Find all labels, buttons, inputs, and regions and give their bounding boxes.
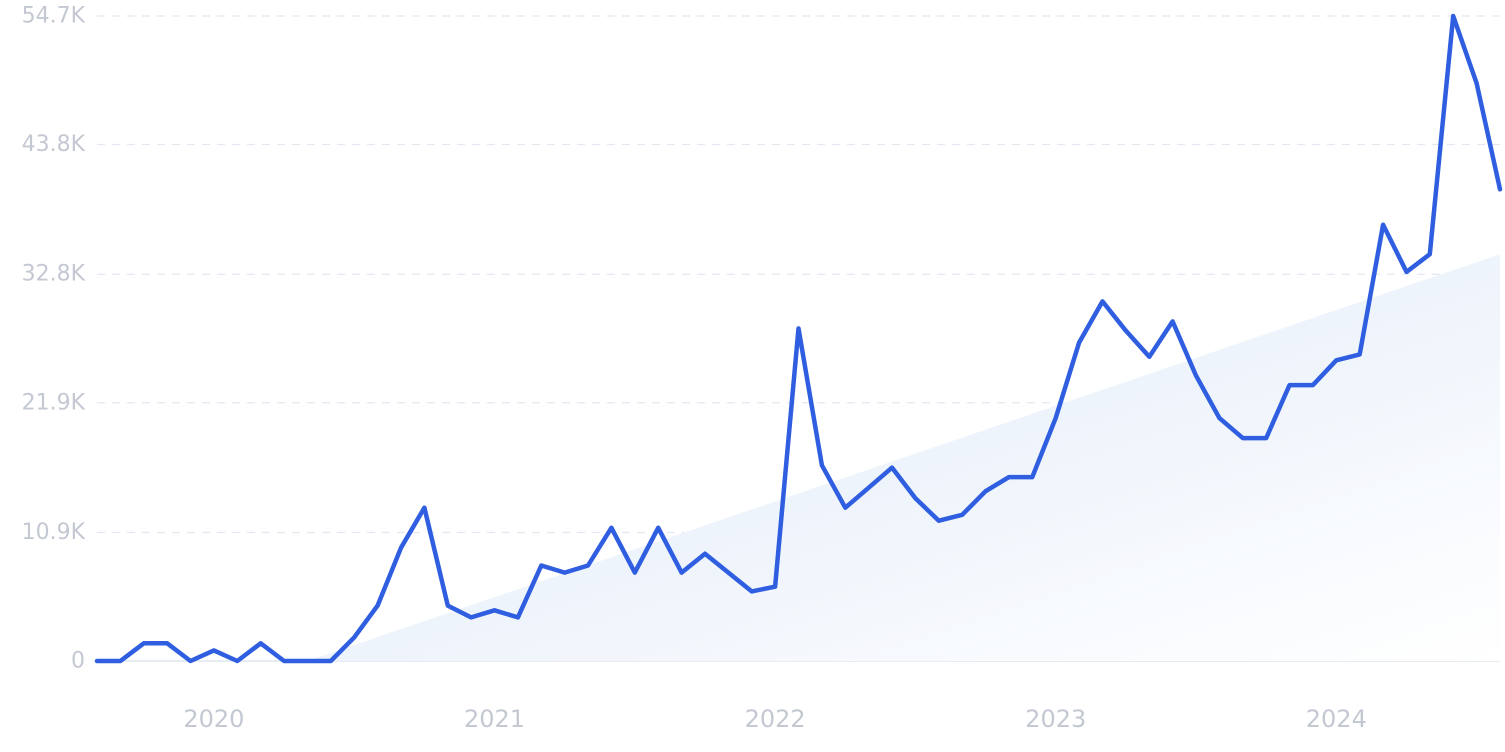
x-tick-label: 2023: [1025, 705, 1086, 733]
trend-area: [307, 254, 1501, 661]
series-line-group: [94, 13, 1503, 664]
y-axis-ticks: 0 10.9K 21.9K 32.8K 43.8K 54.7K: [22, 4, 86, 674]
x-tick-label: 2021: [464, 705, 525, 733]
y-tick-label: 0: [71, 649, 85, 674]
y-tick-label: 32.8K: [22, 262, 86, 287]
y-tick-label: 21.9K: [22, 390, 86, 415]
trend-area-fill: [307, 254, 1501, 661]
y-tick-label: 10.9K: [22, 520, 86, 545]
y-tick-label: 43.8K: [22, 132, 86, 157]
x-tick-label: 2022: [745, 705, 806, 733]
x-axis-ticks: 2020 2021 2022 2023 2024: [183, 705, 1366, 733]
x-tick-label: 2024: [1306, 705, 1367, 733]
y-tick-label: 54.7K: [22, 4, 86, 29]
x-tick-label: 2020: [183, 705, 244, 733]
series-line: [94, 13, 1503, 664]
